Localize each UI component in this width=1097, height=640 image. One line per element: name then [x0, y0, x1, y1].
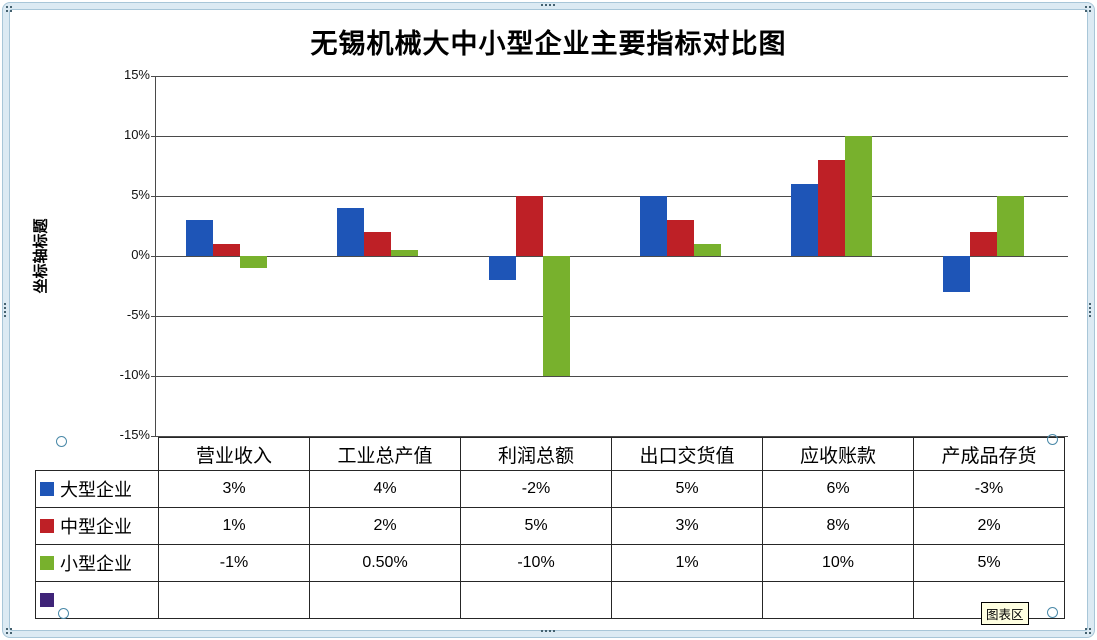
table-row: 大型企业 3% 4% -2% 5% 6% -3% — [35, 470, 1065, 508]
legend-swatch-icon[interactable] — [40, 519, 54, 533]
y-axis-tick-label: 10% — [123, 127, 150, 142]
category-header-利润总额: 利润总额 — [460, 437, 612, 471]
gridline-10% — [151, 136, 1068, 137]
legend-swatch-icon[interactable] — [40, 593, 54, 607]
value-cell-中型企业-应收账款: 8% — [762, 507, 914, 545]
bar-中型企业-产成品存货[interactable] — [969, 232, 997, 256]
gridline--5% — [151, 316, 1068, 317]
value-cell-中型企业-营业收入: 1% — [158, 507, 310, 545]
category-header-产成品存货: 产成品存货 — [913, 437, 1065, 471]
legend-item-大型企业[interactable]: 大型企业 — [35, 470, 159, 508]
bar-大型企业-应收账款[interactable] — [791, 184, 819, 256]
value-cell-小型企业-工业总产值: 0.50% — [309, 544, 461, 582]
value-cell-中型企业-利润总额: 5% — [460, 507, 612, 545]
chart-data-table[interactable]: 营业收入 工业总产值 利润总额 出口交货值 应收账款 产成品存货 大型企业 3% 4% -2% 5%… — [35, 437, 1065, 619]
legend-item-小型企业[interactable]: 小型企业 — [35, 544, 159, 582]
chart-title[interactable]: 无锡机械大中小型企业主要指标对比图 — [310, 29, 787, 59]
bar-小型企业-利润总额[interactable] — [542, 256, 570, 376]
value-cell-大型企业-营业收入: 3% — [158, 470, 310, 508]
resize-handle-bottom-left[interactable] — [6, 628, 8, 630]
legend-label: 大型企业 — [60, 480, 132, 500]
y-axis-tick-label: -15% — [119, 427, 150, 442]
value-cell-大型企业-产成品存货: -3% — [913, 470, 1065, 508]
legend-item-中型企业[interactable]: 中型企业 — [35, 507, 159, 545]
bar-中型企业-应收账款[interactable] — [818, 160, 846, 256]
category-header-应收账款: 应收账款 — [762, 437, 914, 471]
legend-swatch-icon[interactable] — [40, 556, 54, 570]
bar-中型企业-利润总额[interactable] — [515, 196, 543, 256]
bar-中型企业-工业总产值[interactable] — [364, 232, 392, 256]
table-row: 中型企业 1% 2% 5% 3% 8% 2% — [35, 507, 1065, 545]
value-cell-小型企业-出口交货值: 1% — [611, 544, 763, 582]
value-cell-大型企业-应收账款: 6% — [762, 470, 914, 508]
value-cell-中型企业-产成品存货: 2% — [913, 507, 1065, 545]
bar-小型企业-出口交货值[interactable] — [694, 244, 722, 256]
value-cell-小型企业-应收账款: 10% — [762, 544, 914, 582]
resize-handle-right-middle[interactable] — [1089, 303, 1091, 305]
bar-中型企业-营业收入[interactable] — [213, 244, 241, 256]
table-handle-top-right[interactable] — [1047, 434, 1058, 445]
resize-handle-bottom-right[interactable] — [1085, 628, 1087, 630]
bar-小型企业-工业总产值[interactable] — [391, 250, 419, 256]
bar-小型企业-产成品存货[interactable] — [996, 196, 1024, 256]
y-axis-tick-label: 5% — [131, 187, 150, 202]
table-handle-bottom-left[interactable] — [58, 608, 69, 619]
legend-label: 小型企业 — [60, 554, 132, 574]
value-cell-empty-工业总产值 — [309, 581, 461, 619]
value-cell-中型企业-工业总产值: 2% — [309, 507, 461, 545]
y-axis-tick-label: 15% — [123, 67, 150, 82]
value-cell-中型企业-出口交货值: 3% — [611, 507, 763, 545]
value-cell-大型企业-出口交货值: 5% — [611, 470, 763, 508]
category-header-工业总产值: 工业总产值 — [309, 437, 461, 471]
gridline-0% — [151, 256, 1068, 257]
legend-item-empty[interactable] — [35, 581, 159, 619]
category-header-营业收入: 营业收入 — [158, 437, 310, 471]
value-cell-empty-出口交货值 — [611, 581, 763, 619]
value-cell-小型企业-产成品存货: 5% — [913, 544, 1065, 582]
resize-handle-top-right[interactable] — [1085, 6, 1087, 8]
resize-handle-left-middle[interactable] — [4, 303, 6, 305]
table-row: 小型企业 -1% 0.50% -10% 1% 10% 5% — [35, 544, 1065, 582]
bar-小型企业-营业收入[interactable] — [240, 256, 268, 268]
value-cell-小型企业-利润总额: -10% — [460, 544, 612, 582]
value-cell-empty-营业收入 — [158, 581, 310, 619]
table-handle-bottom-right[interactable] — [1047, 607, 1058, 618]
value-cell-empty-应收账款 — [762, 581, 914, 619]
plot-area[interactable] — [151, 76, 1068, 437]
y-axis-tick-label: -10% — [119, 367, 150, 382]
bar-大型企业-营业收入[interactable] — [186, 220, 214, 256]
resize-handle-top-left[interactable] — [6, 6, 8, 8]
resize-handle-top-center[interactable] — [541, 4, 543, 6]
y-axis-tick-label: -5% — [126, 307, 150, 322]
resize-handle-bottom-center[interactable] — [541, 630, 543, 632]
legend-swatch-icon[interactable] — [40, 482, 54, 496]
bar-大型企业-出口交货值[interactable] — [640, 196, 668, 256]
legend-label: 中型企业 — [60, 517, 132, 537]
value-cell-小型企业-营业收入: -1% — [158, 544, 310, 582]
gridline--10% — [151, 376, 1068, 377]
gridline-15% — [151, 76, 1068, 77]
chart-area-tooltip: 图表区 — [981, 602, 1029, 625]
table-corner-blank — [36, 438, 159, 471]
gridline-5% — [151, 196, 1068, 197]
table-handle-top-left[interactable] — [56, 436, 67, 447]
value-cell-empty-利润总额 — [460, 581, 612, 619]
bar-大型企业-产成品存货[interactable] — [942, 256, 970, 292]
y-axis-tick-label: 0% — [131, 247, 150, 262]
value-cell-大型企业-工业总产值: 4% — [309, 470, 461, 508]
bar-大型企业-工业总产值[interactable] — [337, 208, 365, 256]
category-header-出口交货值: 出口交货值 — [611, 437, 763, 471]
gridline--15% — [151, 436, 1068, 437]
bar-中型企业-出口交货值[interactable] — [667, 220, 695, 256]
bar-大型企业-利润总额[interactable] — [488, 256, 516, 280]
table-row — [35, 581, 1065, 619]
bar-小型企业-应收账款[interactable] — [845, 136, 873, 256]
y-axis-title[interactable]: 坐标轴标题 — [33, 218, 50, 294]
value-cell-大型企业-利润总额: -2% — [460, 470, 612, 508]
